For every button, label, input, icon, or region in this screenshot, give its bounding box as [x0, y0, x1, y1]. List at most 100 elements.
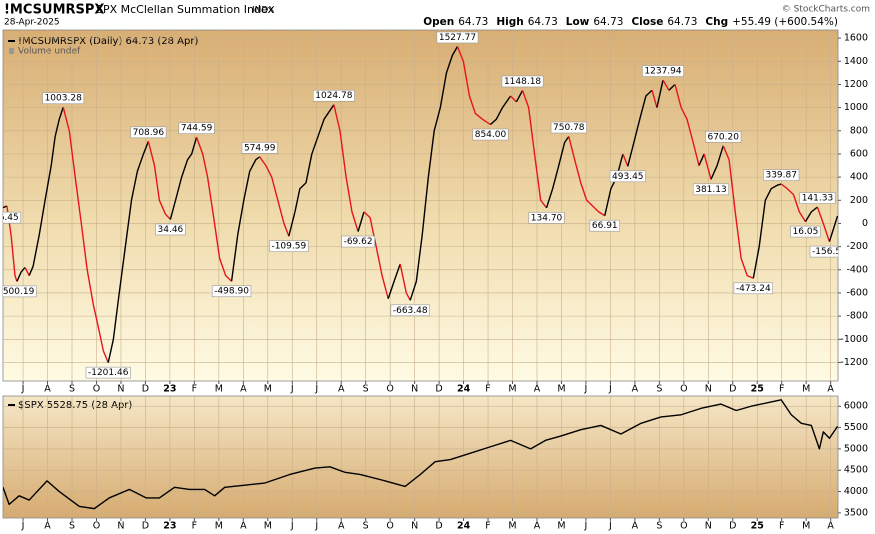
x-tick-label: A	[827, 521, 834, 532]
y-tick-label: 0	[862, 218, 868, 229]
series-line	[545, 136, 570, 209]
x-tick-label: J	[21, 384, 25, 395]
x-tick-label: O	[680, 384, 687, 395]
quote-label: High	[496, 16, 523, 28]
series-line	[387, 263, 401, 299]
y-tick-label: -400	[846, 264, 868, 275]
x-tick-label: D	[435, 384, 442, 395]
series-line	[710, 145, 724, 180]
annotation-box	[42, 92, 85, 105]
y-tick-label: 1200	[844, 79, 868, 90]
annotation-box	[390, 304, 430, 317]
annotation-label: -498.90	[214, 287, 249, 297]
annotation-box	[269, 240, 309, 252]
quote-value: +55.49 (+600.54%)	[732, 16, 838, 28]
annotation-label: 16.05	[793, 227, 819, 237]
annotation-box	[85, 366, 131, 379]
series-line	[627, 89, 653, 167]
series-line	[662, 79, 670, 91]
x-tick-label: S	[69, 521, 75, 532]
annotation-box	[642, 65, 684, 77]
annotation-box	[609, 170, 646, 183]
series-line	[622, 153, 629, 167]
plot-layer	[3, 396, 838, 518]
annotation-label: 134.70	[531, 213, 563, 223]
annotation-box	[211, 285, 252, 298]
legend-entry: !MCSUMRSPX (Daily) 64.73 (28 Apr)	[18, 36, 198, 47]
x-tick-label: A	[338, 521, 345, 532]
x-tick-label: D	[729, 384, 736, 395]
annotation-box	[692, 183, 730, 196]
x-tick-label: O	[680, 521, 687, 532]
quote-label: Chg	[705, 16, 728, 28]
plot-layer: 136.45 -500.19 1003.28 -1201.46 708.96 34.46 7…	[3, 30, 838, 381]
y-tick-label: 400	[850, 172, 868, 183]
quote-value: 64.73	[593, 16, 623, 28]
x-tick-label: J	[314, 521, 318, 532]
annotation-box	[733, 282, 774, 295]
series-line	[357, 211, 365, 232]
x-tick-label: 24	[457, 384, 471, 395]
series-line	[490, 95, 512, 126]
series-line	[456, 46, 491, 126]
x-tick-label: F	[192, 384, 197, 395]
annotation-label: 493.45	[612, 172, 644, 182]
x-tick-label: J	[290, 384, 294, 395]
x-tick-label: J	[314, 384, 318, 395]
annotation-label: 1148.18	[504, 77, 541, 87]
exchange: INDX	[252, 6, 274, 16]
x-tick-label: M	[264, 521, 272, 532]
x-tick-label: A	[44, 384, 51, 395]
annotation-box	[763, 169, 800, 181]
annotation-box	[155, 223, 186, 236]
legend-entry: $SPX 5528.75 (28 Apr)	[18, 400, 132, 411]
x-tick-label: M	[215, 384, 223, 395]
series-line	[752, 183, 782, 279]
x-tick-label: D	[435, 521, 442, 532]
series-line	[16, 267, 26, 282]
date: 28-Apr-2025	[4, 18, 60, 28]
annotation-box	[3, 211, 22, 224]
x-tick-label: N	[705, 384, 712, 395]
series-line	[399, 263, 411, 301]
y-tick-label: 4000	[844, 486, 868, 497]
y-tick-label: -1200	[840, 357, 868, 368]
x-tick-label: O	[93, 521, 100, 532]
y-tick-label: 1000	[844, 102, 868, 113]
panel-background	[2, 29, 839, 382]
x-tick-label: O	[386, 384, 393, 395]
annotation-box	[550, 121, 587, 134]
y-tick-label: 5000	[844, 443, 868, 454]
annotation-label: 381.13	[695, 185, 727, 195]
annotation-box	[589, 219, 620, 232]
annotation-box	[312, 89, 355, 102]
volume-note: Volume undef	[18, 47, 81, 57]
x-tick-label: F	[192, 521, 197, 532]
x-tick-label: A	[240, 384, 247, 395]
quote-label: Close	[631, 16, 663, 28]
series-line	[195, 136, 233, 282]
series-line	[698, 153, 705, 166]
chart-subtitle: SPX McClellan Summation Index	[96, 3, 274, 16]
annotation-box	[130, 126, 167, 139]
quote-value: 64.73	[667, 16, 697, 28]
series-line	[333, 104, 359, 232]
y-tick-label: 4500	[844, 465, 868, 476]
x-tick-label: N	[117, 384, 124, 395]
x-tick-label: S	[656, 384, 662, 395]
annotation-label: 141.33	[802, 194, 834, 204]
y-tick-label: 6000	[844, 401, 868, 412]
y-tick-label: 800	[850, 125, 868, 136]
annotation-label: -1201.46	[88, 368, 129, 378]
annotation-label: 670.20	[707, 132, 739, 142]
x-tick-label: J	[608, 384, 612, 395]
annotation-label: -663.48	[393, 306, 428, 316]
series-line	[3, 399, 838, 510]
series-line	[259, 156, 290, 237]
annotation-box	[341, 235, 375, 248]
x-tick-label: N	[411, 521, 418, 532]
series-line	[722, 145, 754, 279]
series-line	[288, 104, 335, 237]
annotation-label: 750.78	[553, 123, 585, 133]
series-line	[62, 107, 109, 363]
